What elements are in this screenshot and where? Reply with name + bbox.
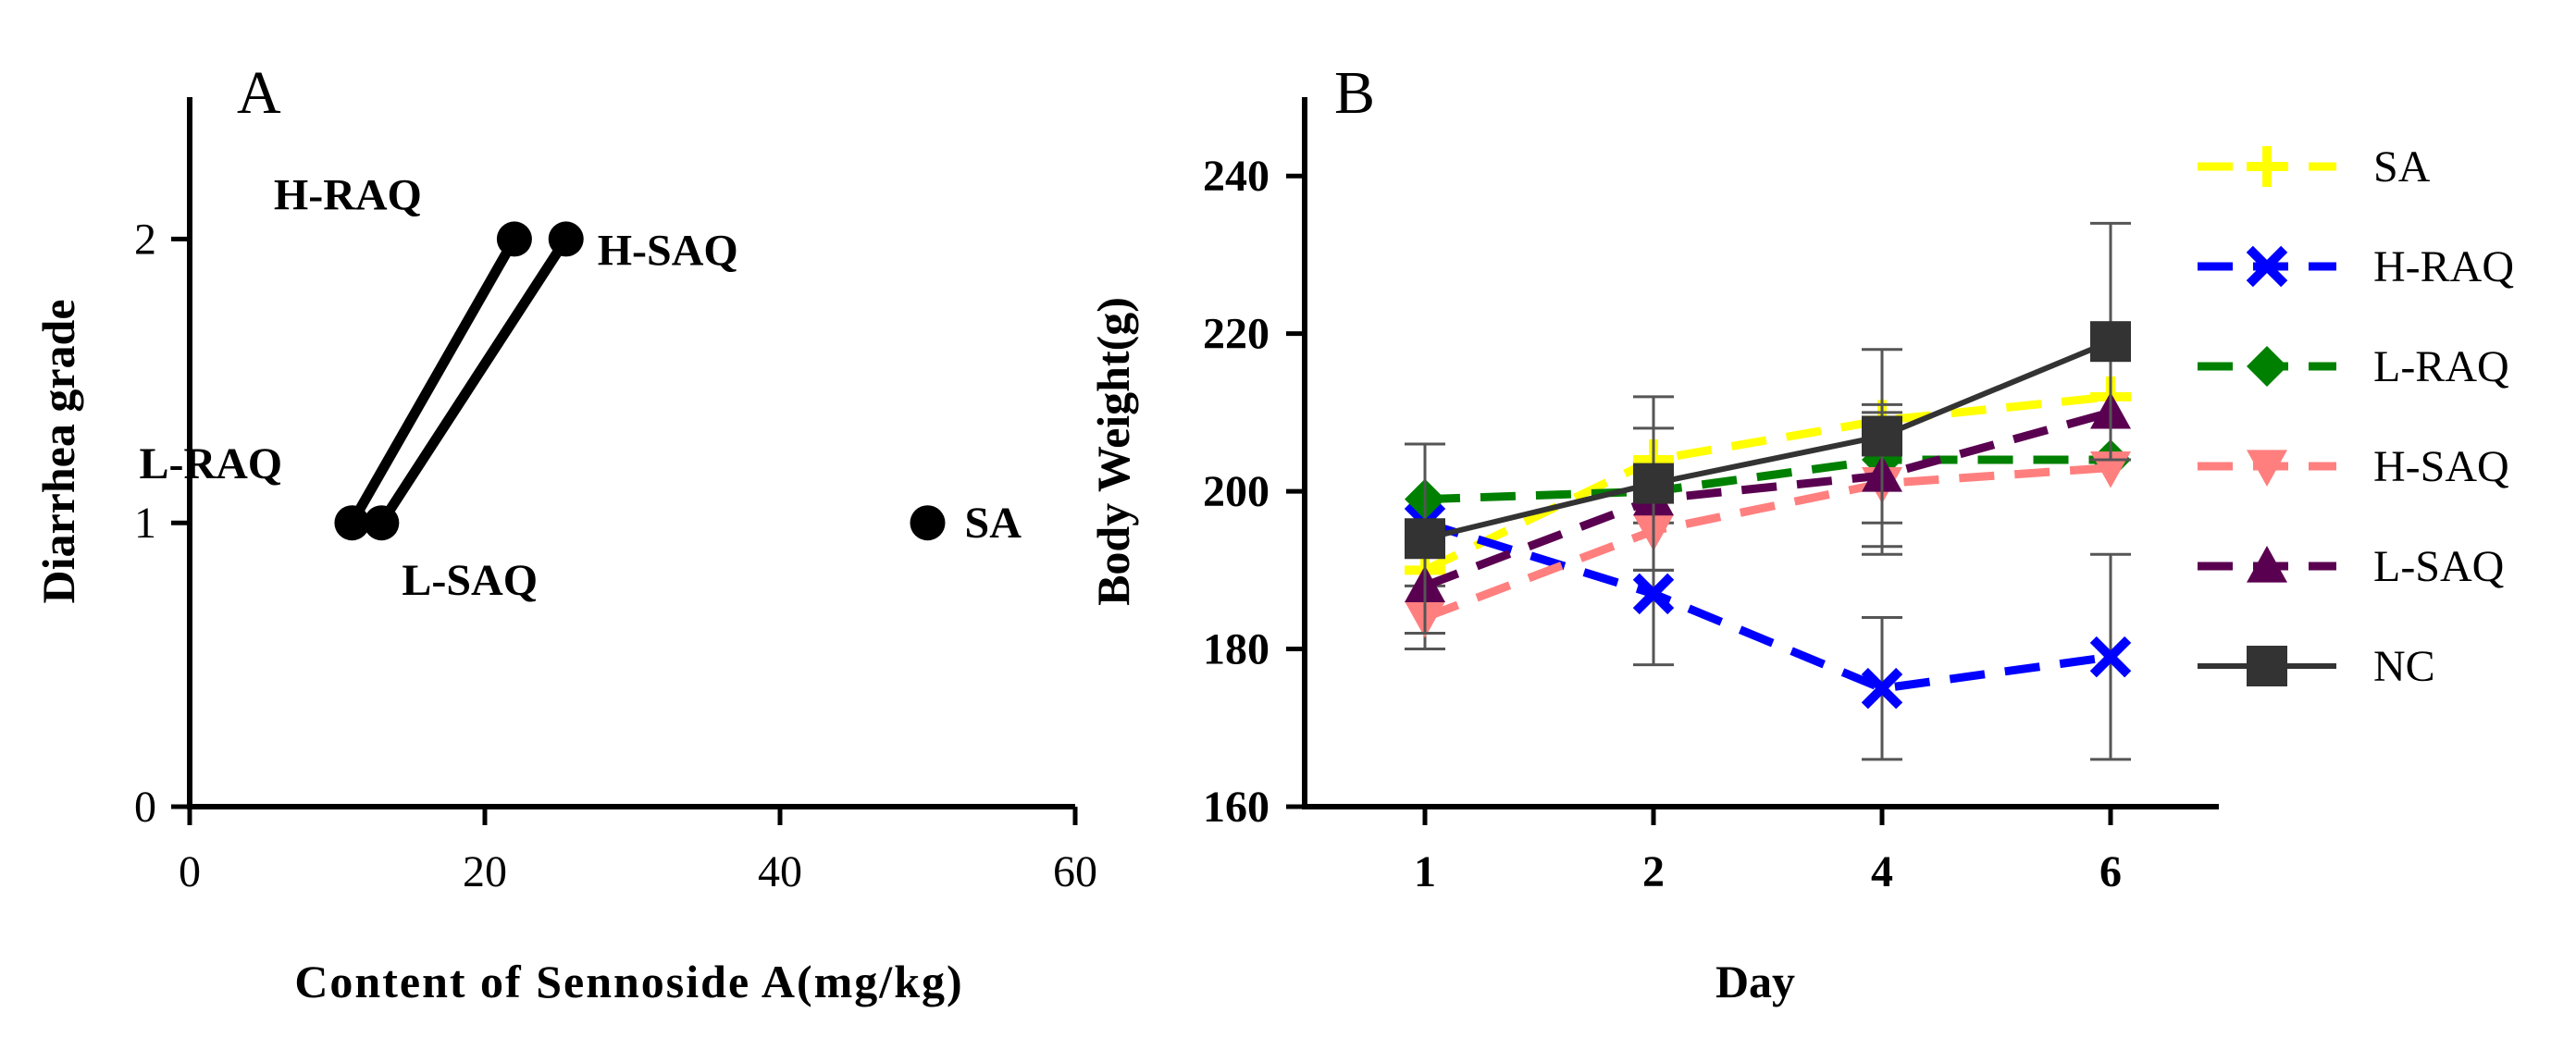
a-point-label-h-raq: H-RAQ	[274, 170, 422, 219]
a-point-l-raq	[334, 505, 370, 541]
legend-label-h-raq: H-RAQ	[2373, 242, 2514, 291]
a-x-tick-label: 0	[179, 847, 201, 896]
legend: SA H-RAQ L-RAQ H-SAQ L-SAQ NC	[2198, 142, 2514, 691]
panel-b-label: B	[1334, 59, 1375, 127]
b-y-tick-label: 220	[1203, 310, 1269, 359]
legend-label-h-saq: H-SAQ	[2373, 442, 2509, 491]
b-x-tick-label: 4	[1871, 847, 1893, 896]
panel-a-y-label: Diarrhea grade	[32, 299, 84, 603]
a-y-tick-label: 1	[134, 499, 156, 548]
point-nc	[2090, 321, 2131, 363]
series-line-h-saq	[1423, 463, 2112, 622]
b-y-tick-label: 180	[1203, 625, 1269, 674]
point-nc	[1862, 415, 1902, 457]
b-x-tick-label: 2	[1642, 847, 1665, 896]
legend-marker-h-saq	[2247, 450, 2287, 487]
b-y-tick-label: 160	[1203, 783, 1269, 832]
legend-label-l-raq: L-RAQ	[2373, 342, 2509, 391]
point-h-raq-b	[1632, 573, 1675, 615]
legend-label-nc: NC	[2373, 642, 2435, 691]
panel-b: B 1 2 4 6 160 180 200 220 240 Day Body Weight(g)…	[1087, 59, 2514, 1007]
legend-label-l-saq: L-SAQ	[2373, 542, 2504, 591]
a-y-tick-label: 0	[134, 783, 156, 832]
series-line-l-saq	[1423, 408, 2112, 590]
panel-a-label: A	[237, 59, 281, 127]
legend-label-sa: SA	[2373, 142, 2431, 191]
point-h-raq-b	[1861, 667, 1903, 710]
panel-a-x-label: Content of Sennoside A(mg/kg)	[294, 956, 963, 1007]
a-point-label-l-raq: L-RAQ	[139, 439, 282, 488]
a-point-sa	[910, 505, 946, 541]
series-h-saq	[1405, 411, 2131, 651]
panel-b-x-label: Day	[1715, 956, 1795, 1007]
a-connector-line	[377, 236, 571, 526]
point-nc	[1633, 463, 1674, 504]
series-line-nc	[1424, 339, 2112, 542]
a-point-l-saq	[364, 505, 400, 541]
point-h-raq	[1861, 667, 1903, 710]
legend-marker-h-raq	[2246, 245, 2288, 288]
a-x-tick-label: 20	[463, 847, 507, 896]
legend-marker-nc	[2247, 646, 2287, 686]
a-point-h-saq	[548, 221, 584, 257]
b-y-tick-label: 200	[1203, 467, 1269, 516]
a-y-tick-label: 2	[134, 215, 156, 264]
legend-marker-h-raq-b	[2246, 245, 2288, 288]
point-nc	[1405, 518, 1445, 560]
a-x-tick-label: 40	[758, 847, 802, 896]
series-nc	[1405, 221, 2131, 636]
legend-marker-l-raq	[2247, 346, 2287, 387]
series-line-l-raq	[1424, 455, 2111, 504]
point-h-raq	[2089, 636, 2132, 678]
a-point-label-l-saq: L-SAQ	[402, 556, 538, 605]
b-x-tick-label: 1	[1414, 847, 1436, 896]
series-line-sa	[1423, 392, 2112, 574]
legend-marker-l-saq	[2247, 546, 2287, 583]
legend-marker-sa	[2247, 146, 2287, 187]
panel-a: A 0 20 40 60 0 1 2 L-RAQ H-RAQ L-SAQ H-SAQ SA Cont…	[32, 59, 1097, 1007]
a-point-h-raq	[496, 221, 532, 257]
b-y-tick-label: 240	[1203, 152, 1269, 201]
point-h-raq	[1632, 573, 1675, 615]
a-x-tick-label: 60	[1053, 847, 1097, 896]
b-x-tick-label: 6	[2099, 847, 2122, 896]
point-h-raq-b	[2089, 636, 2132, 678]
a-connector-line	[347, 236, 519, 525]
a-point-label-sa: SA	[965, 499, 1022, 548]
panel-b-y-label: Body Weight(g)	[1087, 297, 1139, 606]
series-line-h-raq	[1423, 518, 2112, 693]
a-point-label-h-saq: H-SAQ	[598, 226, 738, 275]
series-h-raq	[1404, 501, 2132, 761]
